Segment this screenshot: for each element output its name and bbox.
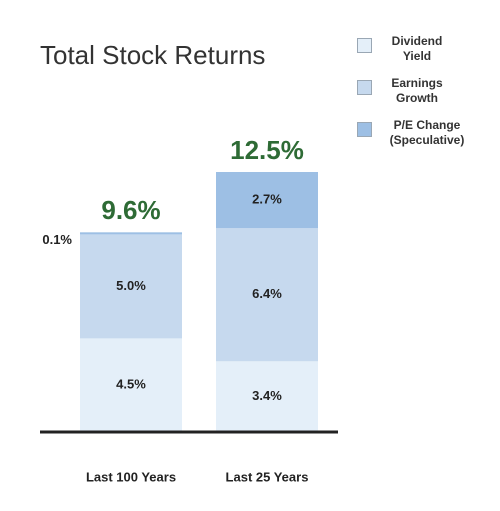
legend-item: Earnings Growth — [355, 76, 495, 118]
value-label: 6.4% — [252, 286, 282, 301]
chart-title: Total Stock Returns — [40, 40, 265, 70]
legend-item: Dividend Yield — [355, 34, 495, 76]
bar-segment — [216, 228, 318, 362]
legend-label: P/E Change (Speculative) — [389, 118, 465, 147]
legend: Dividend Yield Earnings Growth P/E Change … — [355, 34, 495, 160]
legend-swatch — [357, 80, 372, 95]
value-label: 3.4% — [252, 388, 282, 403]
x-tick-label: Last 100 Years — [86, 469, 176, 484]
x-tick-label: Last 25 Years — [226, 469, 309, 484]
total-label: 12.5% — [230, 135, 304, 165]
total-label: 9.6% — [101, 195, 160, 225]
value-label: 2.7% — [252, 192, 282, 207]
legend-swatch — [357, 122, 372, 137]
legend-item: P/E Change (Speculative) — [355, 118, 495, 160]
value-label: 0.1% — [42, 232, 72, 247]
legend-swatch — [357, 38, 372, 53]
bar-segment — [216, 361, 318, 432]
bar-segment — [216, 172, 318, 229]
legend-label: Earnings Growth — [391, 76, 443, 105]
bar-segment — [80, 234, 182, 339]
value-label: 4.5% — [116, 377, 146, 392]
value-label: 5.0% — [116, 278, 146, 293]
bar-segment — [80, 338, 182, 432]
legend-label: Dividend Yield — [391, 34, 443, 63]
bar-segment — [80, 232, 182, 235]
